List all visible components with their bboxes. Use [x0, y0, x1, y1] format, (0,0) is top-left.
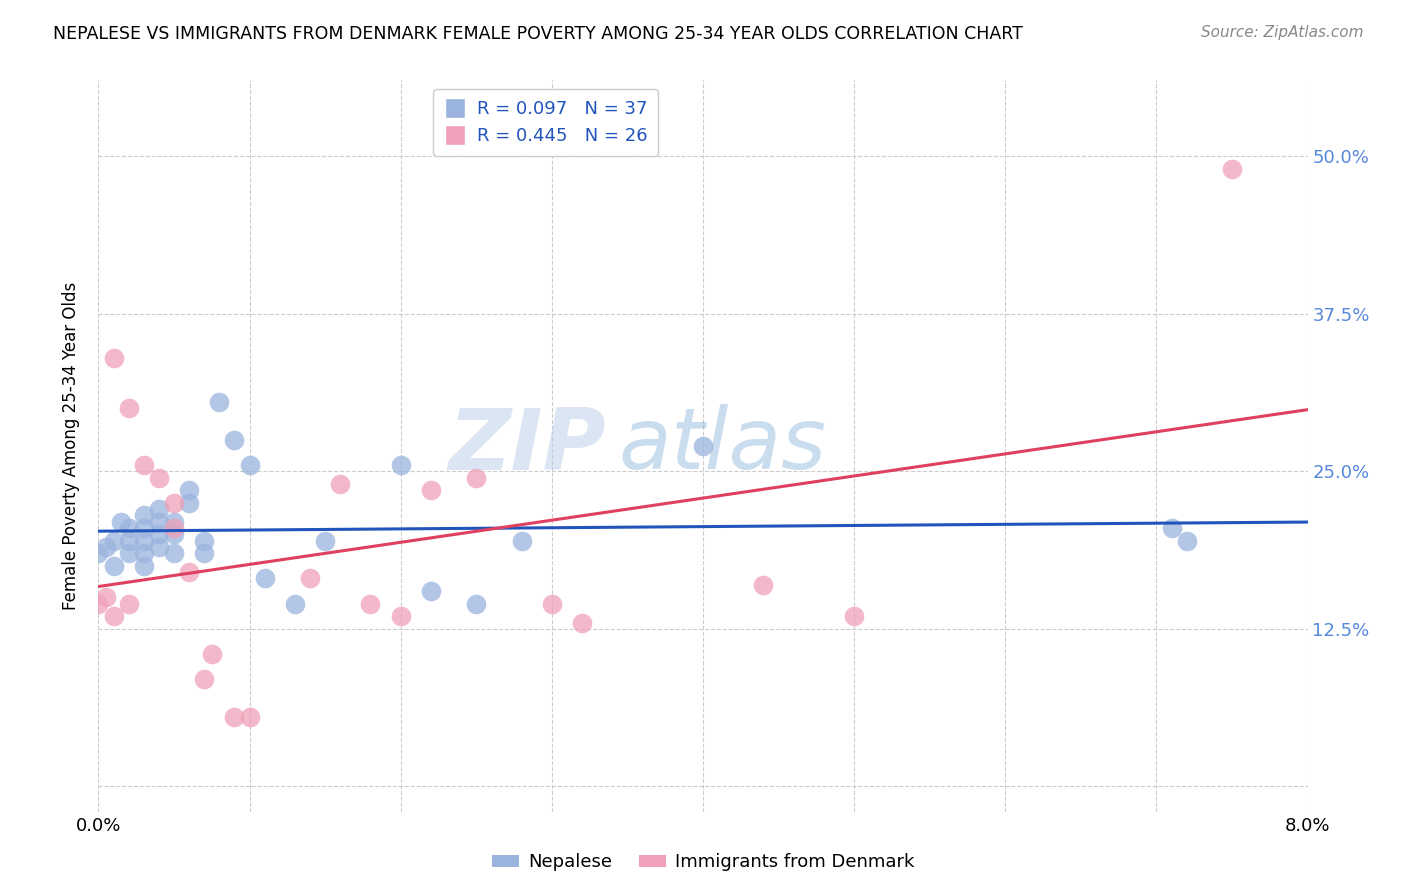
Point	[201, 647, 224, 661]
Point	[224, 433, 246, 447]
Point	[193, 533, 215, 548]
Point	[465, 470, 488, 484]
Point	[87, 546, 110, 560]
Point	[193, 546, 215, 560]
Point	[179, 496, 201, 510]
Point	[692, 439, 714, 453]
Point	[163, 527, 186, 541]
Point	[253, 571, 276, 585]
Point	[299, 571, 322, 585]
Point	[540, 597, 562, 611]
Point	[132, 458, 155, 472]
Point	[132, 533, 155, 548]
Point	[163, 515, 186, 529]
Point	[103, 609, 125, 624]
Point	[1175, 533, 1198, 548]
Text: Source: ZipAtlas.com: Source: ZipAtlas.com	[1201, 25, 1364, 40]
Point	[148, 527, 170, 541]
Point	[193, 673, 215, 687]
Point	[163, 546, 186, 560]
Point	[465, 597, 488, 611]
Point	[148, 502, 170, 516]
Point	[148, 470, 170, 484]
Point	[132, 508, 155, 523]
Point	[224, 710, 246, 724]
Point	[239, 710, 262, 724]
Point	[163, 496, 186, 510]
Point	[132, 558, 155, 573]
Point	[329, 476, 352, 491]
Point	[103, 558, 125, 573]
Point	[110, 515, 132, 529]
Point	[132, 546, 155, 560]
Point	[360, 597, 382, 611]
Point	[118, 521, 141, 535]
Point	[239, 458, 262, 472]
Point	[1160, 521, 1182, 535]
Point	[132, 521, 155, 535]
Point	[314, 533, 336, 548]
Point	[389, 609, 412, 624]
Point	[87, 597, 110, 611]
Point	[118, 546, 141, 560]
Text: NEPALESE VS IMMIGRANTS FROM DENMARK FEMALE POVERTY AMONG 25-34 YEAR OLDS CORRELA: NEPALESE VS IMMIGRANTS FROM DENMARK FEMA…	[53, 25, 1024, 43]
Point	[103, 533, 125, 548]
Point	[420, 584, 443, 599]
Point	[179, 483, 201, 497]
Point	[163, 521, 186, 535]
Point	[420, 483, 443, 497]
Point	[179, 565, 201, 579]
Point	[284, 597, 307, 611]
Legend: Nepalese, Immigrants from Denmark: Nepalese, Immigrants from Denmark	[485, 847, 921, 879]
Legend: R = 0.097   N = 37, R = 0.445   N = 26: R = 0.097 N = 37, R = 0.445 N = 26	[433, 89, 658, 156]
Point	[148, 515, 170, 529]
Point	[118, 533, 141, 548]
Point	[752, 578, 775, 592]
Point	[510, 533, 533, 548]
Point	[94, 540, 117, 554]
Point	[148, 540, 170, 554]
Point	[571, 615, 593, 630]
Text: ZIP: ZIP	[449, 404, 606, 488]
Text: atlas: atlas	[619, 404, 827, 488]
Point	[389, 458, 412, 472]
Y-axis label: Female Poverty Among 25-34 Year Olds: Female Poverty Among 25-34 Year Olds	[62, 282, 80, 610]
Point	[118, 597, 141, 611]
Point	[118, 401, 141, 416]
Point	[94, 591, 117, 605]
Point	[103, 351, 125, 365]
Point	[208, 395, 231, 409]
Point	[844, 609, 866, 624]
Point	[1220, 161, 1243, 176]
